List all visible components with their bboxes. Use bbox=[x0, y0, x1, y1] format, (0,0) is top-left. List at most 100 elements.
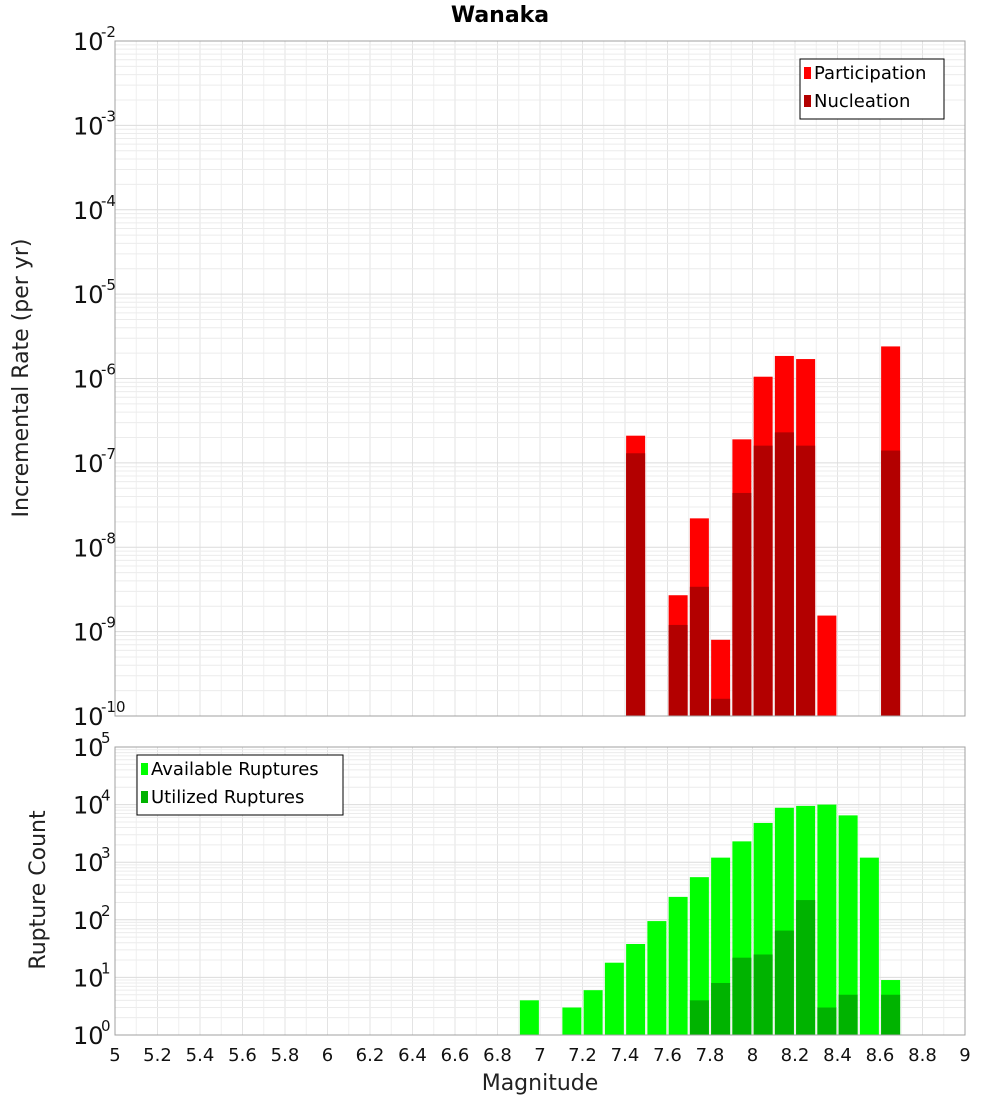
y-tick-base: 10 bbox=[73, 366, 104, 394]
count-bar-available-ruptures bbox=[626, 944, 646, 1035]
count-y-tick-label: 104 bbox=[73, 787, 111, 820]
count-bar-available-ruptures bbox=[817, 804, 837, 1035]
x-tick-label: 7.8 bbox=[696, 1045, 725, 1066]
rate-y-tick-label: 10-7 bbox=[73, 445, 116, 478]
count-bar-available-ruptures bbox=[859, 857, 879, 1035]
rate-bar-nucleation bbox=[796, 445, 816, 716]
y-tick-exponent: 4 bbox=[101, 787, 111, 805]
legend-label: Available Ruptures bbox=[151, 759, 319, 780]
x-tick-label: 9 bbox=[959, 1045, 970, 1066]
x-tick-label: 6.4 bbox=[398, 1045, 427, 1066]
x-tick-label: 8.2 bbox=[781, 1045, 810, 1066]
x-tick-label: 5.6 bbox=[228, 1045, 257, 1066]
count-bar-available-ruptures bbox=[689, 877, 709, 1035]
y-tick-base: 10 bbox=[73, 450, 104, 478]
y-tick-base: 10 bbox=[73, 734, 104, 762]
rate-y-tick-label: 10-2 bbox=[73, 23, 116, 56]
count-bar-utilized-ruptures bbox=[881, 994, 901, 1035]
rate-y-tick-label: 10-4 bbox=[73, 192, 116, 225]
count-bar-available-ruptures bbox=[647, 921, 667, 1035]
rate-bar-nucleation bbox=[626, 453, 646, 716]
y-tick-exponent: 0 bbox=[101, 1017, 111, 1035]
y-tick-exponent: 1 bbox=[101, 959, 111, 977]
x-tick-label: 5.8 bbox=[271, 1045, 300, 1066]
y-tick-base: 10 bbox=[73, 112, 104, 140]
top-y-axis-label: Incremental Rate (per yr) bbox=[9, 239, 34, 518]
legend-swatch bbox=[804, 67, 811, 79]
chart-title: Wanaka bbox=[451, 3, 549, 28]
y-tick-exponent: -2 bbox=[101, 23, 116, 41]
rate-bar-nucleation bbox=[774, 432, 794, 716]
count-y-tick-label: 100 bbox=[73, 1017, 111, 1050]
y-tick-base: 10 bbox=[73, 619, 104, 647]
count-y-tick-label: 105 bbox=[73, 729, 111, 762]
rate-bar-participation bbox=[817, 615, 837, 716]
x-tick-label: 5.4 bbox=[186, 1045, 215, 1066]
y-tick-base: 10 bbox=[73, 281, 104, 309]
y-tick-exponent: -8 bbox=[101, 529, 116, 547]
rate-bar-participation bbox=[711, 639, 731, 716]
y-tick-base: 10 bbox=[73, 849, 104, 877]
legend-label: Participation bbox=[814, 63, 926, 84]
y-tick-exponent: -10 bbox=[101, 698, 126, 716]
rate-bar-nucleation bbox=[753, 445, 773, 716]
y-tick-exponent: -7 bbox=[101, 445, 116, 463]
legend-swatch bbox=[141, 763, 148, 775]
x-tick-label: 7 bbox=[534, 1045, 545, 1066]
incremental-rate-panel: 10-210-310-410-510-610-710-810-910-10Par… bbox=[73, 23, 966, 731]
y-tick-exponent: 2 bbox=[101, 902, 111, 920]
x-tick-label: 8 bbox=[747, 1045, 758, 1066]
count-bar-available-ruptures bbox=[519, 1000, 539, 1035]
count-bar-utilized-ruptures bbox=[732, 957, 752, 1035]
y-tick-base: 10 bbox=[73, 1022, 104, 1050]
rate-bar-nucleation bbox=[689, 586, 709, 716]
x-tick-label: 6.6 bbox=[441, 1045, 470, 1066]
y-tick-base: 10 bbox=[73, 703, 104, 731]
y-tick-base: 10 bbox=[73, 907, 104, 935]
x-axis-label: Magnitude bbox=[482, 1071, 599, 1096]
x-tick-label: 8.8 bbox=[908, 1045, 937, 1066]
y-tick-base: 10 bbox=[73, 792, 104, 820]
count-bar-available-ruptures bbox=[604, 962, 624, 1035]
x-tick-label: 6.2 bbox=[356, 1045, 385, 1066]
y-tick-exponent: 5 bbox=[101, 729, 111, 747]
count-y-tick-label: 102 bbox=[73, 902, 111, 935]
legend-label: Utilized Ruptures bbox=[151, 787, 304, 808]
count-bar-utilized-ruptures bbox=[689, 1000, 709, 1035]
y-tick-base: 10 bbox=[73, 534, 104, 562]
x-tick-label: 6.8 bbox=[483, 1045, 512, 1066]
legend-label: Nucleation bbox=[814, 91, 910, 112]
count-y-tick-label: 103 bbox=[73, 844, 111, 877]
legend-swatch bbox=[804, 95, 811, 107]
rate-bar-nucleation bbox=[881, 450, 901, 716]
count-bar-utilized-ruptures bbox=[753, 954, 773, 1035]
rate-y-tick-label: 10-5 bbox=[73, 276, 116, 309]
x-tick-label: 7.6 bbox=[653, 1045, 682, 1066]
count-bar-available-ruptures bbox=[562, 1007, 582, 1035]
x-tick-label: 7.2 bbox=[568, 1045, 597, 1066]
y-tick-exponent: -6 bbox=[101, 361, 116, 379]
x-axis-ticks: 5 5.2 5.4 5.6 5.8 6 6.2 6.4 6.6 6.8 7 7.2 7.4 7.6 7.8 8… bbox=[109, 1045, 970, 1066]
count-bar-utilized-ruptures bbox=[796, 900, 816, 1035]
rate-y-tick-label: 10-9 bbox=[73, 614, 116, 647]
rate-plot-border bbox=[114, 40, 966, 717]
x-tick-label: 8.6 bbox=[866, 1045, 895, 1066]
x-tick-label: 8.4 bbox=[823, 1045, 852, 1066]
rate-legend: Participation Nucleation bbox=[799, 58, 945, 120]
x-tick-label: 5 bbox=[109, 1045, 120, 1066]
rate-y-tick-label: 10-6 bbox=[73, 361, 116, 394]
rate-y-tick-label: 10-8 bbox=[73, 529, 116, 562]
legend-box bbox=[799, 58, 945, 120]
y-tick-base: 10 bbox=[73, 964, 104, 992]
y-tick-base: 10 bbox=[73, 28, 104, 56]
rate-bar-nucleation bbox=[732, 492, 752, 716]
count-plot-border bbox=[114, 746, 966, 1036]
count-bar-utilized-ruptures bbox=[817, 1007, 837, 1035]
y-tick-exponent: -4 bbox=[101, 192, 116, 210]
legend-swatch bbox=[141, 791, 148, 803]
rate-bar-nucleation bbox=[668, 624, 688, 716]
x-tick-label: 7.4 bbox=[611, 1045, 640, 1066]
count-bar-available-ruptures bbox=[838, 815, 858, 1035]
count-legend: Available Ruptures Utilized Ruptures bbox=[136, 754, 344, 816]
